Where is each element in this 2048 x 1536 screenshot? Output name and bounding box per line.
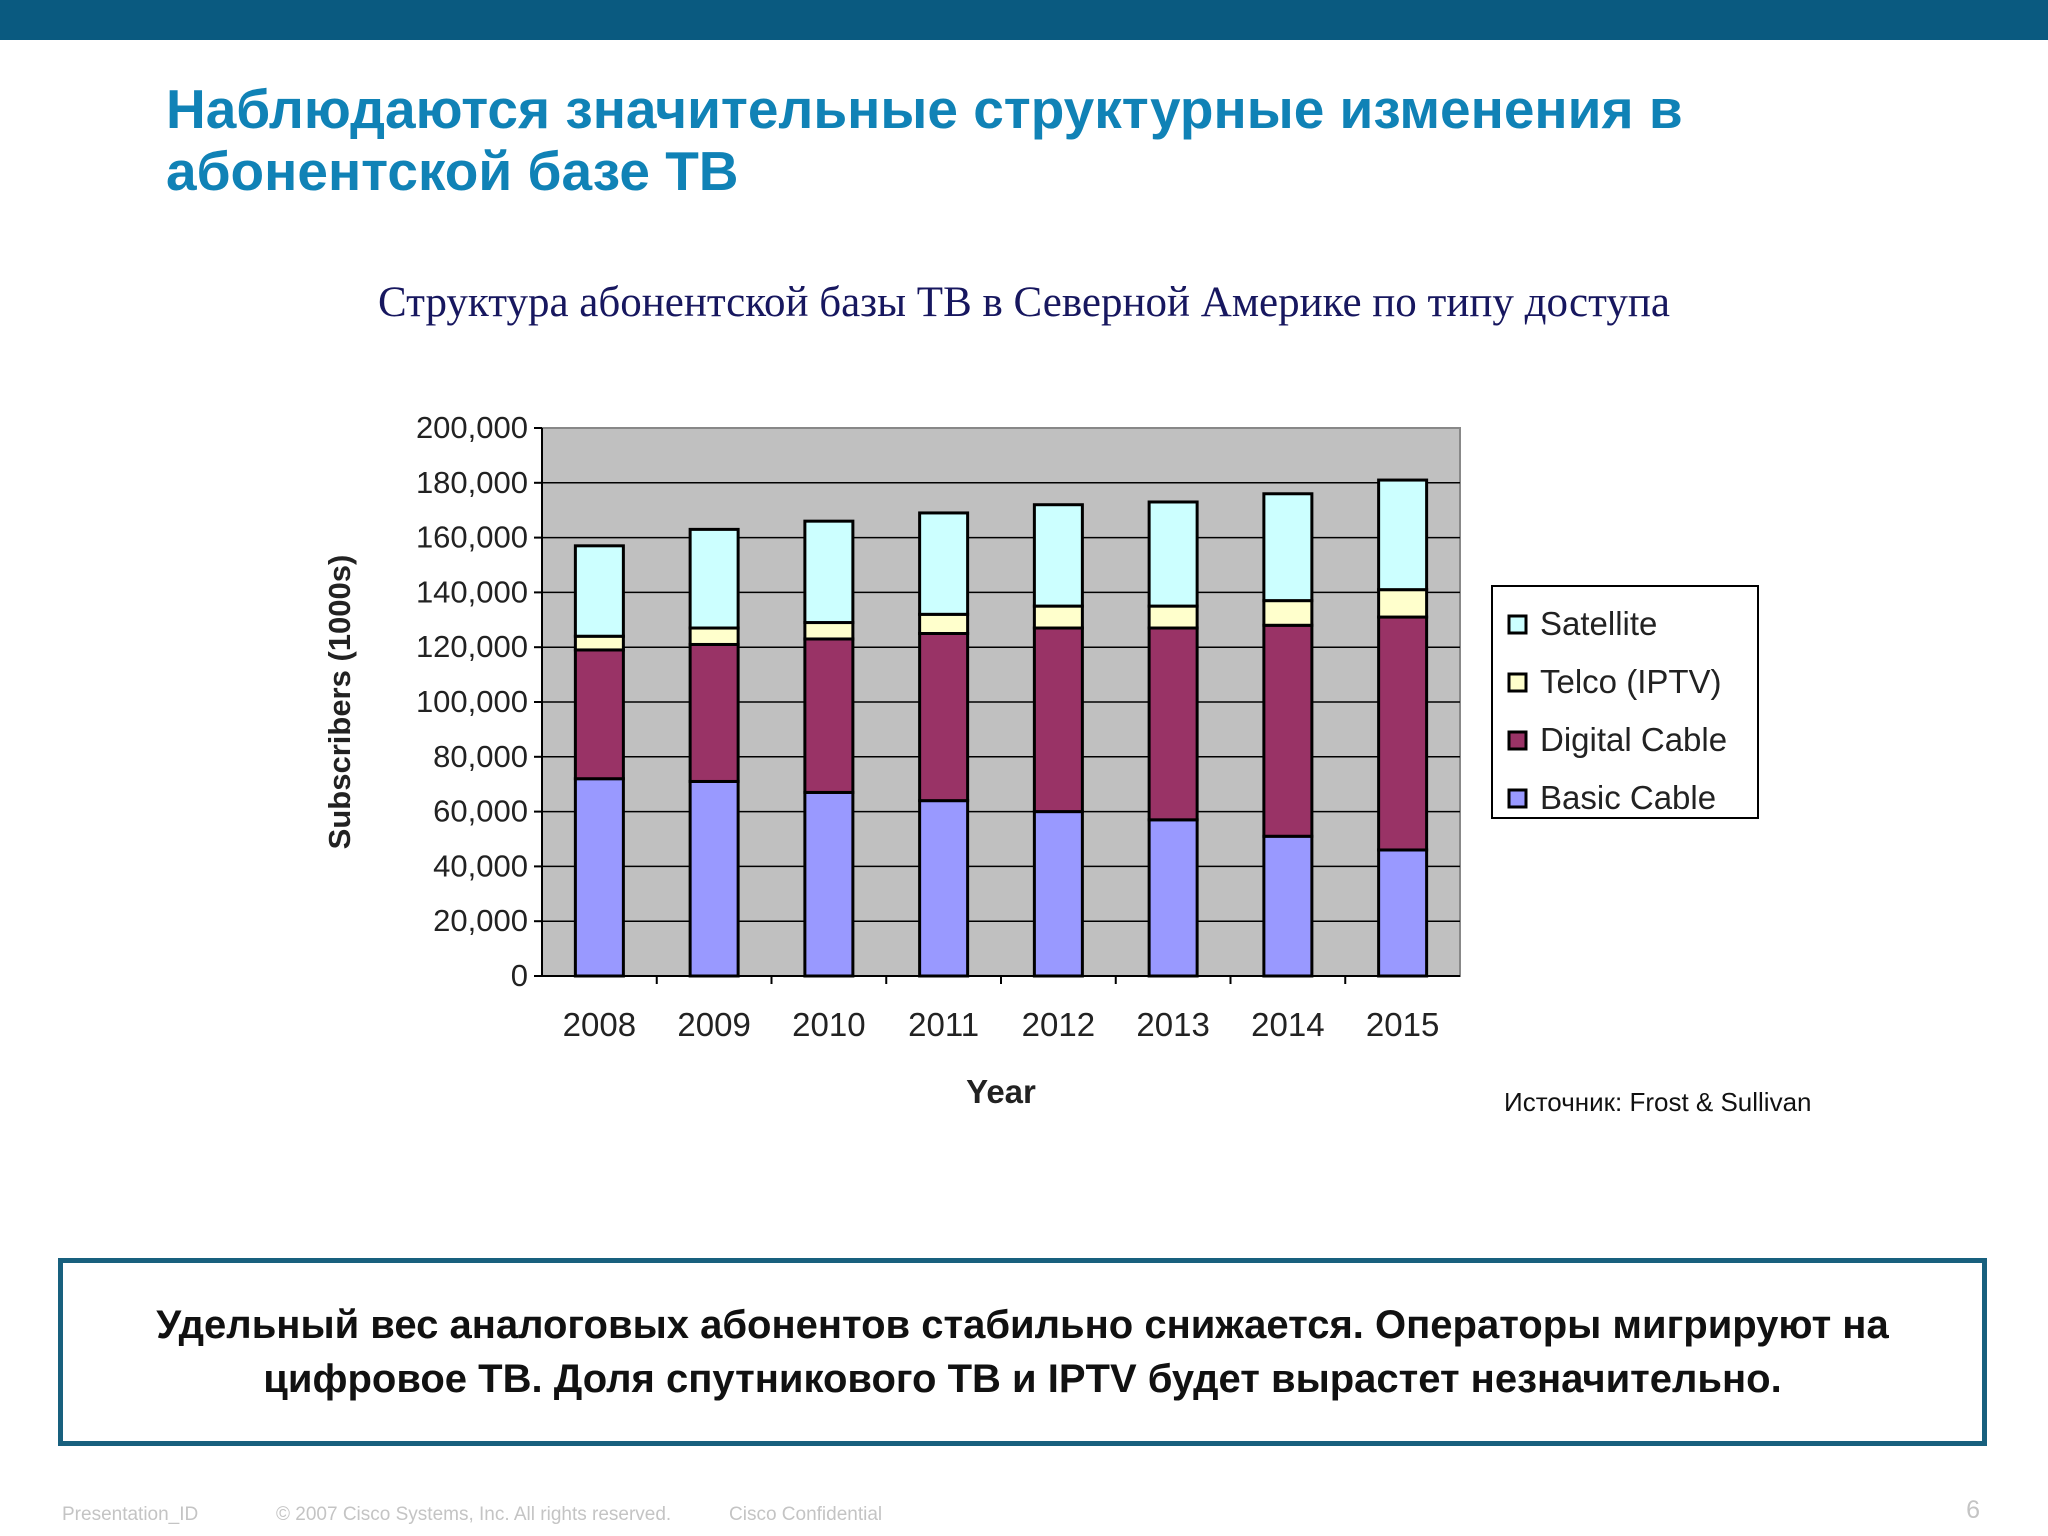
y-tick-label: 100,000: [416, 684, 528, 719]
bar-satellite-2010: [803, 519, 855, 625]
source-note: Источник: Frost & Sullivan: [1504, 1087, 1812, 1117]
bar-digital-cable-2012: [1032, 626, 1084, 814]
legend-label: Satellite: [1540, 605, 1657, 642]
bar-digital-cable-2015: [1377, 615, 1429, 852]
bar-telco-iptv-2009: [688, 626, 740, 646]
bar-telco-iptv-2012: [1032, 604, 1084, 630]
bar-satellite-2012: [1032, 503, 1084, 608]
bar-satellite-2008: [573, 544, 625, 638]
bar-digital-cable-2011: [918, 632, 970, 803]
bar-telco-iptv-2014: [1262, 599, 1314, 627]
bar-basic-cable-2011: [918, 799, 970, 978]
conclusion-text: Удельный вес аналоговых абонентов стабил…: [156, 1303, 1889, 1401]
stacked-bar-chart: 0 20,000 40,000 60,000 80,000 100,000 120,000 1…: [322, 410, 1812, 1117]
bar-digital-cable-2014: [1262, 623, 1314, 838]
bar-digital-cable-2009: [688, 642, 740, 783]
x-tick-label: 2011: [908, 1006, 979, 1043]
bar-basic-cable-2008: [573, 777, 625, 978]
bar-satellite-2009: [688, 527, 740, 630]
y-tick-label: 40,000: [433, 848, 528, 883]
legend-swatch: [1507, 730, 1528, 751]
legend-swatch: [1507, 788, 1528, 809]
bar-basic-cable-2015: [1377, 848, 1429, 978]
x-axis-title: Year: [966, 1073, 1036, 1110]
footer-presentation-id: Presentation_ID: [62, 1504, 199, 1525]
bar-telco-iptv-2010: [803, 621, 855, 641]
bar-basic-cable-2014: [1262, 834, 1314, 978]
legend-swatch: [1507, 672, 1528, 693]
chart-subtitle: Структура абонентской базы ТВ в Северной…: [378, 279, 1670, 326]
bar-satellite-2013: [1147, 500, 1199, 608]
y-tick-label: 160,000: [416, 520, 528, 555]
conclusion-box: Удельный вес аналоговых абонентов стабил…: [58, 1258, 1987, 1446]
bar-satellite-2011: [918, 511, 970, 616]
bar-basic-cable-2010: [803, 790, 855, 978]
y-tick-label: 200,000: [416, 410, 528, 445]
legend-box: [1491, 585, 1759, 819]
x-tick-label: 2012: [1022, 1006, 1095, 1043]
y-tick-label: 60,000: [433, 794, 528, 829]
bar-telco-iptv-2008: [573, 634, 625, 652]
bar-telco-iptv-2015: [1377, 588, 1429, 619]
bar-digital-cable-2010: [803, 637, 855, 794]
slide-title: Наблюдаются значительные структурные изм…: [166, 78, 1683, 202]
y-tick-label: 80,000: [433, 739, 528, 774]
bar-telco-iptv-2011: [918, 612, 970, 636]
legend-label: Digital Cable: [1540, 721, 1727, 758]
x-tick-label: 2015: [1366, 1006, 1439, 1043]
bar-basic-cable-2009: [688, 779, 740, 978]
legend-swatch: [1507, 614, 1528, 635]
y-tick-label: 20,000: [433, 903, 528, 938]
y-tick-label: 140,000: [416, 574, 528, 609]
footer-confidential: Cisco Confidential: [729, 1504, 883, 1525]
bar-telco-iptv-2013: [1147, 604, 1199, 630]
y-tick-label: 0: [511, 958, 528, 993]
bar-digital-cable-2013: [1147, 626, 1199, 822]
top-bar: [0, 0, 2048, 40]
x-tick-label: 2014: [1251, 1006, 1324, 1043]
x-tick-label: 2008: [563, 1006, 636, 1043]
y-tick-label: 180,000: [416, 465, 528, 500]
bar-basic-cable-2013: [1147, 818, 1199, 978]
x-tick-label: 2009: [677, 1006, 750, 1043]
bar-satellite-2015: [1377, 478, 1429, 592]
legend-label: Basic Cable: [1540, 779, 1716, 816]
y-tick-label: 120,000: [416, 629, 528, 664]
bar-basic-cable-2012: [1032, 810, 1084, 978]
bar-digital-cable-2008: [573, 648, 625, 781]
legend-label: Telco (IPTV): [1540, 663, 1722, 700]
page-number: 6: [1966, 1496, 1980, 1524]
bar-satellite-2014: [1262, 492, 1314, 603]
y-axis-title: Subscribers (1000s): [322, 555, 357, 850]
footer-copyright: © 2007 Cisco Systems, Inc. All rights re…: [276, 1504, 672, 1525]
x-tick-label: 2010: [792, 1006, 865, 1043]
x-tick-label: 2013: [1136, 1006, 1209, 1043]
